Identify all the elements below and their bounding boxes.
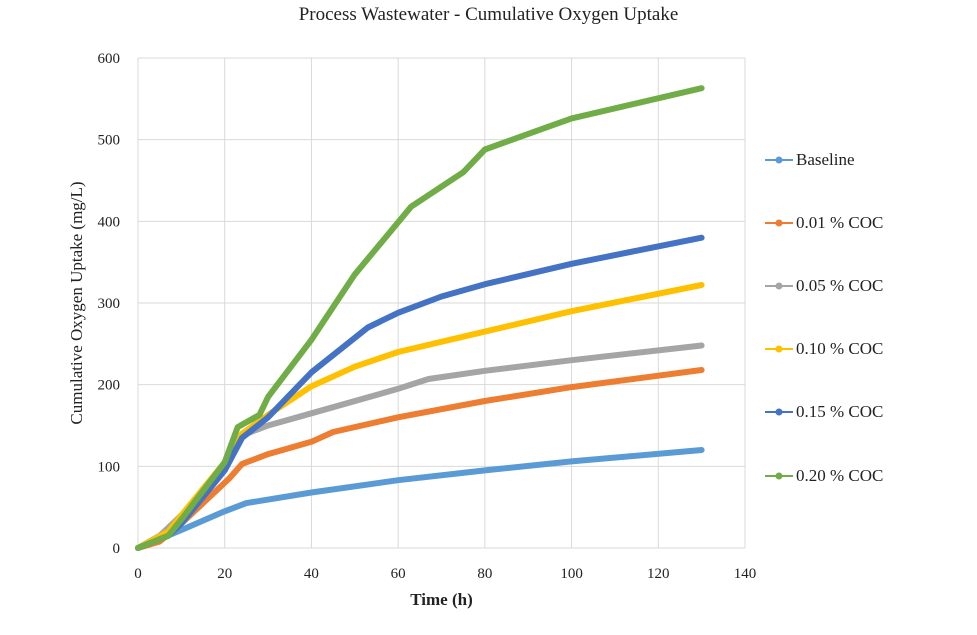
y-tick-label: 500 [98, 133, 121, 149]
x-axis-label: Time (h) [410, 590, 473, 609]
series-line-4 [135, 234, 705, 551]
x-tick-label: 80 [477, 566, 492, 582]
y-tick-label: 0 [113, 541, 121, 557]
legend-item: Baseline [765, 128, 883, 191]
legend: Baseline 0.01 % COC 0.05 % COC 0.10 % COC 0.… [765, 128, 883, 507]
chart-title: Process Wastewater - Cumulative Oxygen U… [298, 4, 679, 25]
series-line-3 [135, 282, 705, 551]
x-tick-label: 100 [560, 566, 583, 582]
y-axis-label: Cumulative Oxygen Uptake (mg/L) [67, 181, 86, 424]
x-tick-label: 0 [134, 566, 142, 582]
x-tick-label: 20 [217, 566, 232, 582]
legend-marker-icon [765, 156, 793, 164]
series-line-5 [135, 85, 705, 551]
x-tick-label: 120 [647, 566, 670, 582]
legend-label: 0.15 % COC [796, 402, 884, 422]
y-tick-label: 600 [98, 51, 121, 67]
legend-item: 0.15 % COC [765, 381, 883, 444]
legend-label: 0.05 % COC [796, 275, 884, 295]
legend-item: 0.10 % COC [765, 318, 883, 381]
series-line-0 [135, 447, 705, 551]
legend-label: 0.20 % COC [796, 465, 884, 485]
legend-item: 0.05 % COC [765, 254, 883, 317]
legend-marker-icon [765, 408, 793, 416]
y-tick-label: 400 [98, 214, 121, 230]
x-tick-label: 140 [734, 566, 757, 582]
legend-label: 0.01 % COC [796, 212, 884, 232]
y-tick-label: 200 [98, 378, 121, 394]
legend-marker-icon [765, 345, 793, 353]
legend-item: 0.20 % COC [765, 444, 883, 507]
legend-label: 0.10 % COC [796, 339, 884, 359]
y-tick-label: 300 [98, 296, 121, 312]
x-tick-label: 40 [304, 566, 319, 582]
series-line-2 [135, 342, 705, 551]
legend-marker-icon [765, 219, 793, 227]
legend-item: 0.01 % COC [765, 191, 883, 254]
legend-marker-icon [765, 282, 793, 290]
x-tick-label: 60 [391, 566, 406, 582]
y-tick-label: 100 [98, 459, 121, 475]
legend-label: Baseline [796, 149, 855, 169]
legend-marker-icon [765, 472, 793, 480]
